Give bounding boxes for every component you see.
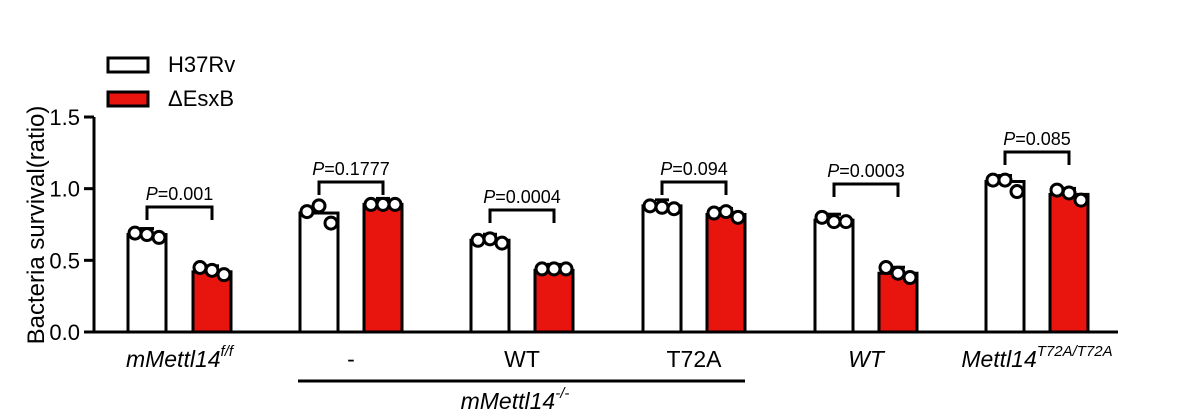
- legend-swatch: [106, 90, 150, 108]
- data-point-esxb: [363, 196, 379, 212]
- data-point-esxb: [546, 261, 562, 277]
- significance-bracket: [488, 208, 556, 223]
- bar-h37rv: [469, 238, 511, 334]
- bar-h37rv: [641, 204, 683, 334]
- data-point-esxb: [718, 204, 734, 220]
- data-point-h37rv: [985, 172, 1001, 188]
- data-point-h37rv: [494, 235, 510, 251]
- bars: [126, 174, 1090, 334]
- significance-bracket: [145, 205, 214, 220]
- bar-h37rv: [984, 180, 1026, 334]
- data-point-h37rv: [814, 209, 830, 225]
- data-point-esxb: [1061, 185, 1077, 201]
- category-label: -: [347, 346, 355, 372]
- category-labels: mMettl14f/f - WT T72A WT Mettl14T72A/T72A mMet…: [126, 343, 1113, 414]
- legend-label: ΔEsxB: [168, 86, 234, 111]
- data-point-h37rv: [838, 214, 854, 230]
- category-label: T72A: [667, 346, 723, 372]
- significance-bracket: [1003, 150, 1071, 165]
- data-point-esxb: [216, 267, 232, 283]
- bar-esxb: [1048, 192, 1090, 334]
- y-axis-label: Bacteria survival(ratio): [23, 106, 50, 345]
- significance-bracket: [317, 180, 385, 195]
- p-value-label: P=0.085: [1003, 129, 1071, 149]
- legend-swatch: [106, 56, 150, 74]
- data-point-h37rv: [139, 227, 155, 243]
- significance-bracket: [832, 182, 900, 197]
- y-tick-label: 0.0: [49, 320, 80, 345]
- bar-esxb: [705, 212, 747, 334]
- p-value-label: P=0.0003: [827, 161, 905, 181]
- data-point-esxb: [878, 260, 894, 275]
- data-point-esxb: [902, 270, 918, 286]
- data-point-esxb: [558, 261, 574, 277]
- data-point-h37rv: [1009, 184, 1025, 200]
- data-point-h37rv: [826, 214, 842, 230]
- data-point-esxb: [1049, 182, 1065, 198]
- data-point-h37rv: [654, 199, 670, 215]
- data-point-esxb: [706, 205, 722, 221]
- data-point-esxb: [1073, 192, 1089, 208]
- y-tick-label: 1.5: [49, 105, 80, 130]
- significance-annotations: P=0.001 P=0.1777 P=0.0004 P=0.094 P=0.0003 P=…: [145, 129, 1071, 223]
- data-point-esxb: [534, 261, 550, 277]
- data-point-h37rv: [997, 172, 1013, 188]
- bar-h37rv: [298, 211, 340, 334]
- legend: H37Rv ΔEsxB: [106, 52, 235, 111]
- data-point-h37rv: [151, 229, 167, 245]
- data-point-h37rv: [482, 231, 498, 247]
- p-value-label: P=0.1777: [312, 159, 390, 179]
- data-points: [127, 172, 1089, 286]
- data-point-h37rv: [642, 198, 658, 214]
- bar-esxb: [533, 268, 575, 334]
- y-tick-label: 0.5: [49, 248, 80, 273]
- data-point-h37rv: [470, 232, 486, 248]
- data-point-esxb: [375, 196, 391, 212]
- significance-bracket: [660, 180, 728, 195]
- y-tick-label: 1.0: [49, 177, 80, 202]
- data-point-h37rv: [299, 204, 315, 220]
- legend-label: H37Rv: [168, 52, 235, 77]
- data-point-h37rv: [127, 225, 143, 241]
- data-point-esxb: [192, 260, 208, 275]
- category-label: mMettl14f/f: [126, 343, 235, 372]
- bar-h37rv: [813, 218, 855, 334]
- category-label: WT: [848, 346, 886, 372]
- bar-h37rv: [126, 233, 168, 334]
- data-point-h37rv: [311, 198, 327, 214]
- p-value-label: P=0.001: [146, 184, 214, 204]
- data-point-esxb: [890, 265, 906, 281]
- axes: 0.0 0.5 1.0 1.5: [49, 105, 1118, 345]
- category-label: WT: [504, 346, 540, 372]
- p-value-label: P=0.0004: [483, 187, 561, 207]
- data-point-esxb: [387, 196, 403, 212]
- bar-esxb: [362, 202, 404, 334]
- data-point-h37rv: [323, 215, 339, 231]
- category-label: Mettl14T72A/T72A: [961, 343, 1112, 372]
- p-value-label: P=0.094: [660, 159, 728, 179]
- data-point-h37rv: [666, 201, 682, 217]
- group-label: mMettl14-/-: [461, 385, 570, 414]
- data-point-esxb: [730, 209, 746, 225]
- data-point-esxb: [204, 262, 220, 278]
